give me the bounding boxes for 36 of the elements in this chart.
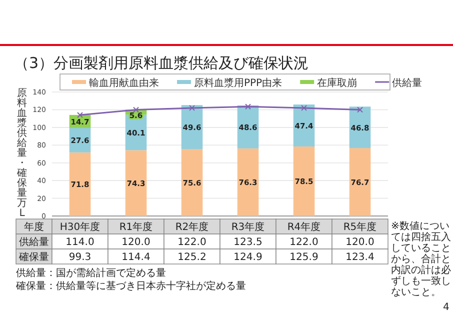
x-tick-label: R3年度 bbox=[231, 221, 265, 233]
data-label: 123.5 bbox=[234, 237, 262, 248]
text: 125.9 bbox=[290, 252, 318, 263]
point bbox=[357, 106, 363, 113]
text: 99.3 bbox=[68, 252, 92, 263]
data-label: 120.0 bbox=[346, 237, 374, 248]
text: 供給量：国が需給計画で定める量 bbox=[16, 268, 166, 280]
data-label: 120.0 bbox=[122, 237, 150, 248]
point bbox=[245, 104, 251, 110]
point bbox=[301, 104, 307, 111]
x-tick-label: R1年度 bbox=[119, 221, 153, 233]
legend-label: 原料血漿用PPP由来 bbox=[194, 77, 282, 89]
text: 確保量 bbox=[18, 252, 49, 263]
legend-label: 輸血用献血由来 bbox=[89, 77, 159, 89]
text: 確保量：供給量等に基づき日本赤十字社が定める量 bbox=[16, 281, 246, 293]
x-tick-label: H30年度 bbox=[60, 221, 100, 233]
text: ※数値については四捨五入していることから、合計と内訳の計は必ずしも一致しないこと。 bbox=[391, 221, 452, 298]
point bbox=[189, 104, 195, 111]
chart-title: （3）分画製剤用原料血漿供給及び確保状況 bbox=[14, 54, 309, 72]
legend-label: 在庫取崩 bbox=[317, 77, 358, 89]
x-tick-label: R5年度 bbox=[343, 221, 377, 233]
text: 124.9 bbox=[234, 252, 262, 263]
x-tick-label: R4年度 bbox=[287, 221, 321, 233]
text: 114.4 bbox=[122, 252, 150, 263]
y-axis-title: 原料血漿供給量・確保量万L bbox=[17, 88, 27, 219]
text: 125.2 bbox=[178, 252, 206, 263]
data-label: 114.0 bbox=[66, 237, 94, 248]
x-axis-title: 年度 bbox=[24, 221, 44, 233]
text: 供給量 bbox=[19, 237, 49, 248]
x-tick-label: R2年度 bbox=[175, 221, 209, 233]
data-label: 122.0 bbox=[290, 237, 318, 248]
text: 4 bbox=[443, 302, 450, 314]
point bbox=[77, 112, 83, 118]
text: 123.4 bbox=[346, 252, 374, 263]
data-label: 122.0 bbox=[178, 237, 206, 248]
legend-label: 供給量 bbox=[392, 77, 422, 89]
